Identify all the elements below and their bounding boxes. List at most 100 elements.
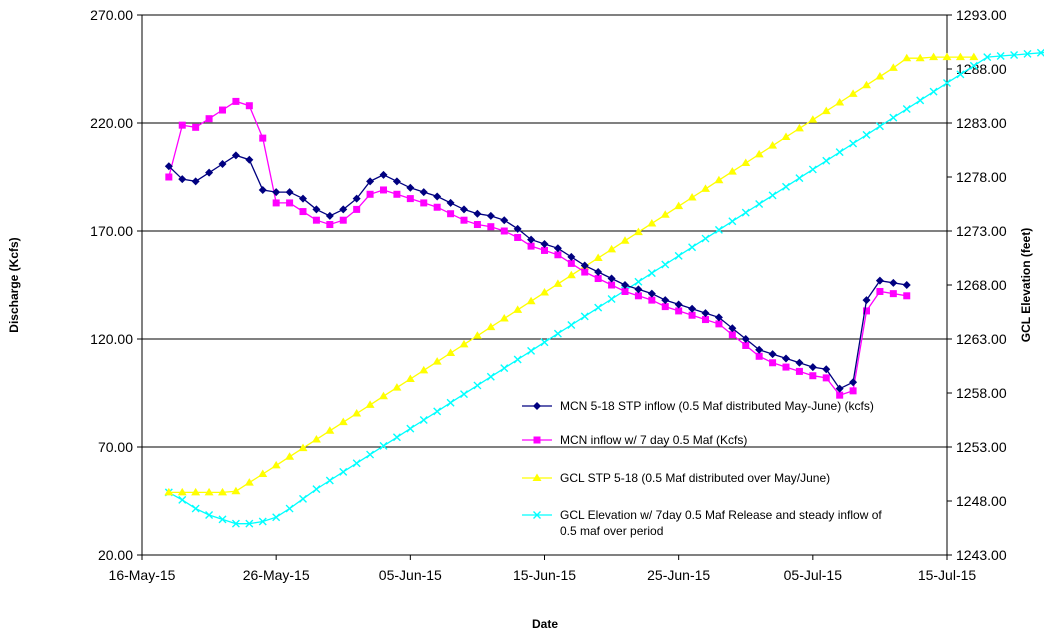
data-point (809, 372, 817, 380)
data-point (460, 216, 468, 224)
data-point (768, 350, 777, 359)
data-point (366, 450, 375, 459)
data-point (1023, 49, 1032, 58)
data-point (405, 374, 415, 382)
legend-item-mcn-7day: MCN inflow w/ 7 day 0.5 Maf (Kcfs) (522, 433, 747, 447)
data-point (419, 188, 428, 197)
data-point (486, 372, 495, 381)
x-tick-label: 15-Jul-15 (918, 567, 977, 583)
data-point (365, 400, 375, 408)
data-point (526, 296, 536, 305)
data-point (714, 225, 723, 234)
data-point (755, 352, 763, 360)
data-point (687, 193, 697, 201)
data-point (808, 363, 817, 372)
data-point (325, 476, 334, 485)
legend-item-gcl-elevation: GCL Elevation w/ 7day 0.5 Maf Release an… (522, 508, 882, 538)
x-tick-label: 15-Jun-15 (513, 567, 576, 583)
data-point (406, 424, 415, 433)
data-point (513, 224, 522, 233)
data-point (178, 121, 186, 129)
data-point (460, 205, 468, 214)
data-point (903, 292, 911, 300)
data-point (769, 359, 777, 367)
data-point (473, 221, 481, 229)
data-point (219, 106, 226, 114)
data-point (688, 311, 696, 319)
data-point (299, 194, 307, 203)
data-point (285, 504, 294, 513)
data-point (352, 459, 361, 468)
data-point (916, 96, 925, 105)
y2-tick-label: 1258.00 (956, 385, 1007, 401)
data-point (433, 203, 441, 211)
series-1 (165, 97, 911, 399)
data-point (996, 52, 1005, 61)
data-point (553, 244, 562, 253)
data-point (634, 277, 643, 286)
data-point (902, 53, 912, 62)
data-point (380, 186, 387, 194)
data-point (580, 261, 589, 270)
data-point (231, 519, 240, 528)
data-point (715, 320, 723, 328)
data-point (191, 487, 201, 496)
data-point (487, 223, 495, 231)
data-point (486, 322, 496, 331)
y2-tick-label: 1293.00 (956, 7, 1007, 23)
data-point (299, 494, 307, 503)
data-point (379, 391, 388, 400)
data-point (849, 378, 858, 387)
y-tick-label: 270.00 (90, 7, 133, 23)
data-point (541, 246, 548, 254)
data-point (393, 190, 401, 198)
data-point (527, 235, 536, 244)
data-point (567, 259, 575, 267)
data-point (875, 276, 884, 285)
y2-tick-label: 1288.00 (956, 61, 1007, 77)
data-point (808, 115, 818, 123)
data-point (540, 338, 549, 347)
data-point (782, 354, 790, 363)
series-0 (164, 151, 911, 393)
y-tick-label: 170.00 (90, 223, 133, 239)
data-point (647, 218, 657, 227)
data-point (312, 205, 321, 214)
data-point (660, 210, 670, 218)
data-point (688, 243, 697, 252)
data-point (849, 139, 858, 148)
data-point (955, 52, 965, 61)
data-point (876, 287, 884, 295)
data-point (218, 160, 227, 169)
data-point (661, 296, 670, 305)
x-tick-label: 16-May-15 (109, 567, 176, 583)
data-point (943, 79, 951, 88)
series-line (168, 100, 907, 396)
data-point (392, 433, 401, 442)
legend-item-gcl-stp: GCL STP 5-18 (0.5 Maf distributed over M… (522, 471, 830, 485)
legend-label: MCN 5-18 STP inflow (0.5 Maf distributed… (560, 399, 874, 413)
data-point (633, 227, 643, 236)
data-point (714, 175, 724, 184)
data-point (245, 155, 254, 164)
y-axis-title: Discharge (Kcfs) (7, 237, 21, 332)
x-tick-label: 05-Jul-15 (784, 567, 843, 583)
data-point (983, 53, 992, 62)
data-point (754, 149, 764, 158)
data-point (728, 331, 736, 339)
data-point (325, 426, 335, 434)
y2-tick-label: 1273.00 (956, 223, 1007, 239)
data-point (634, 285, 643, 294)
data-point (366, 190, 374, 198)
data-point (473, 209, 482, 218)
data-point (620, 236, 630, 244)
data-point (567, 320, 576, 329)
data-point (540, 239, 549, 248)
data-point (808, 165, 817, 174)
data-point (849, 387, 857, 395)
y2-axis-title: GCL Elevation (feet) (1019, 228, 1033, 342)
data-point (714, 313, 723, 322)
data-point (566, 270, 576, 279)
y2-tick-label: 1268.00 (956, 277, 1007, 293)
